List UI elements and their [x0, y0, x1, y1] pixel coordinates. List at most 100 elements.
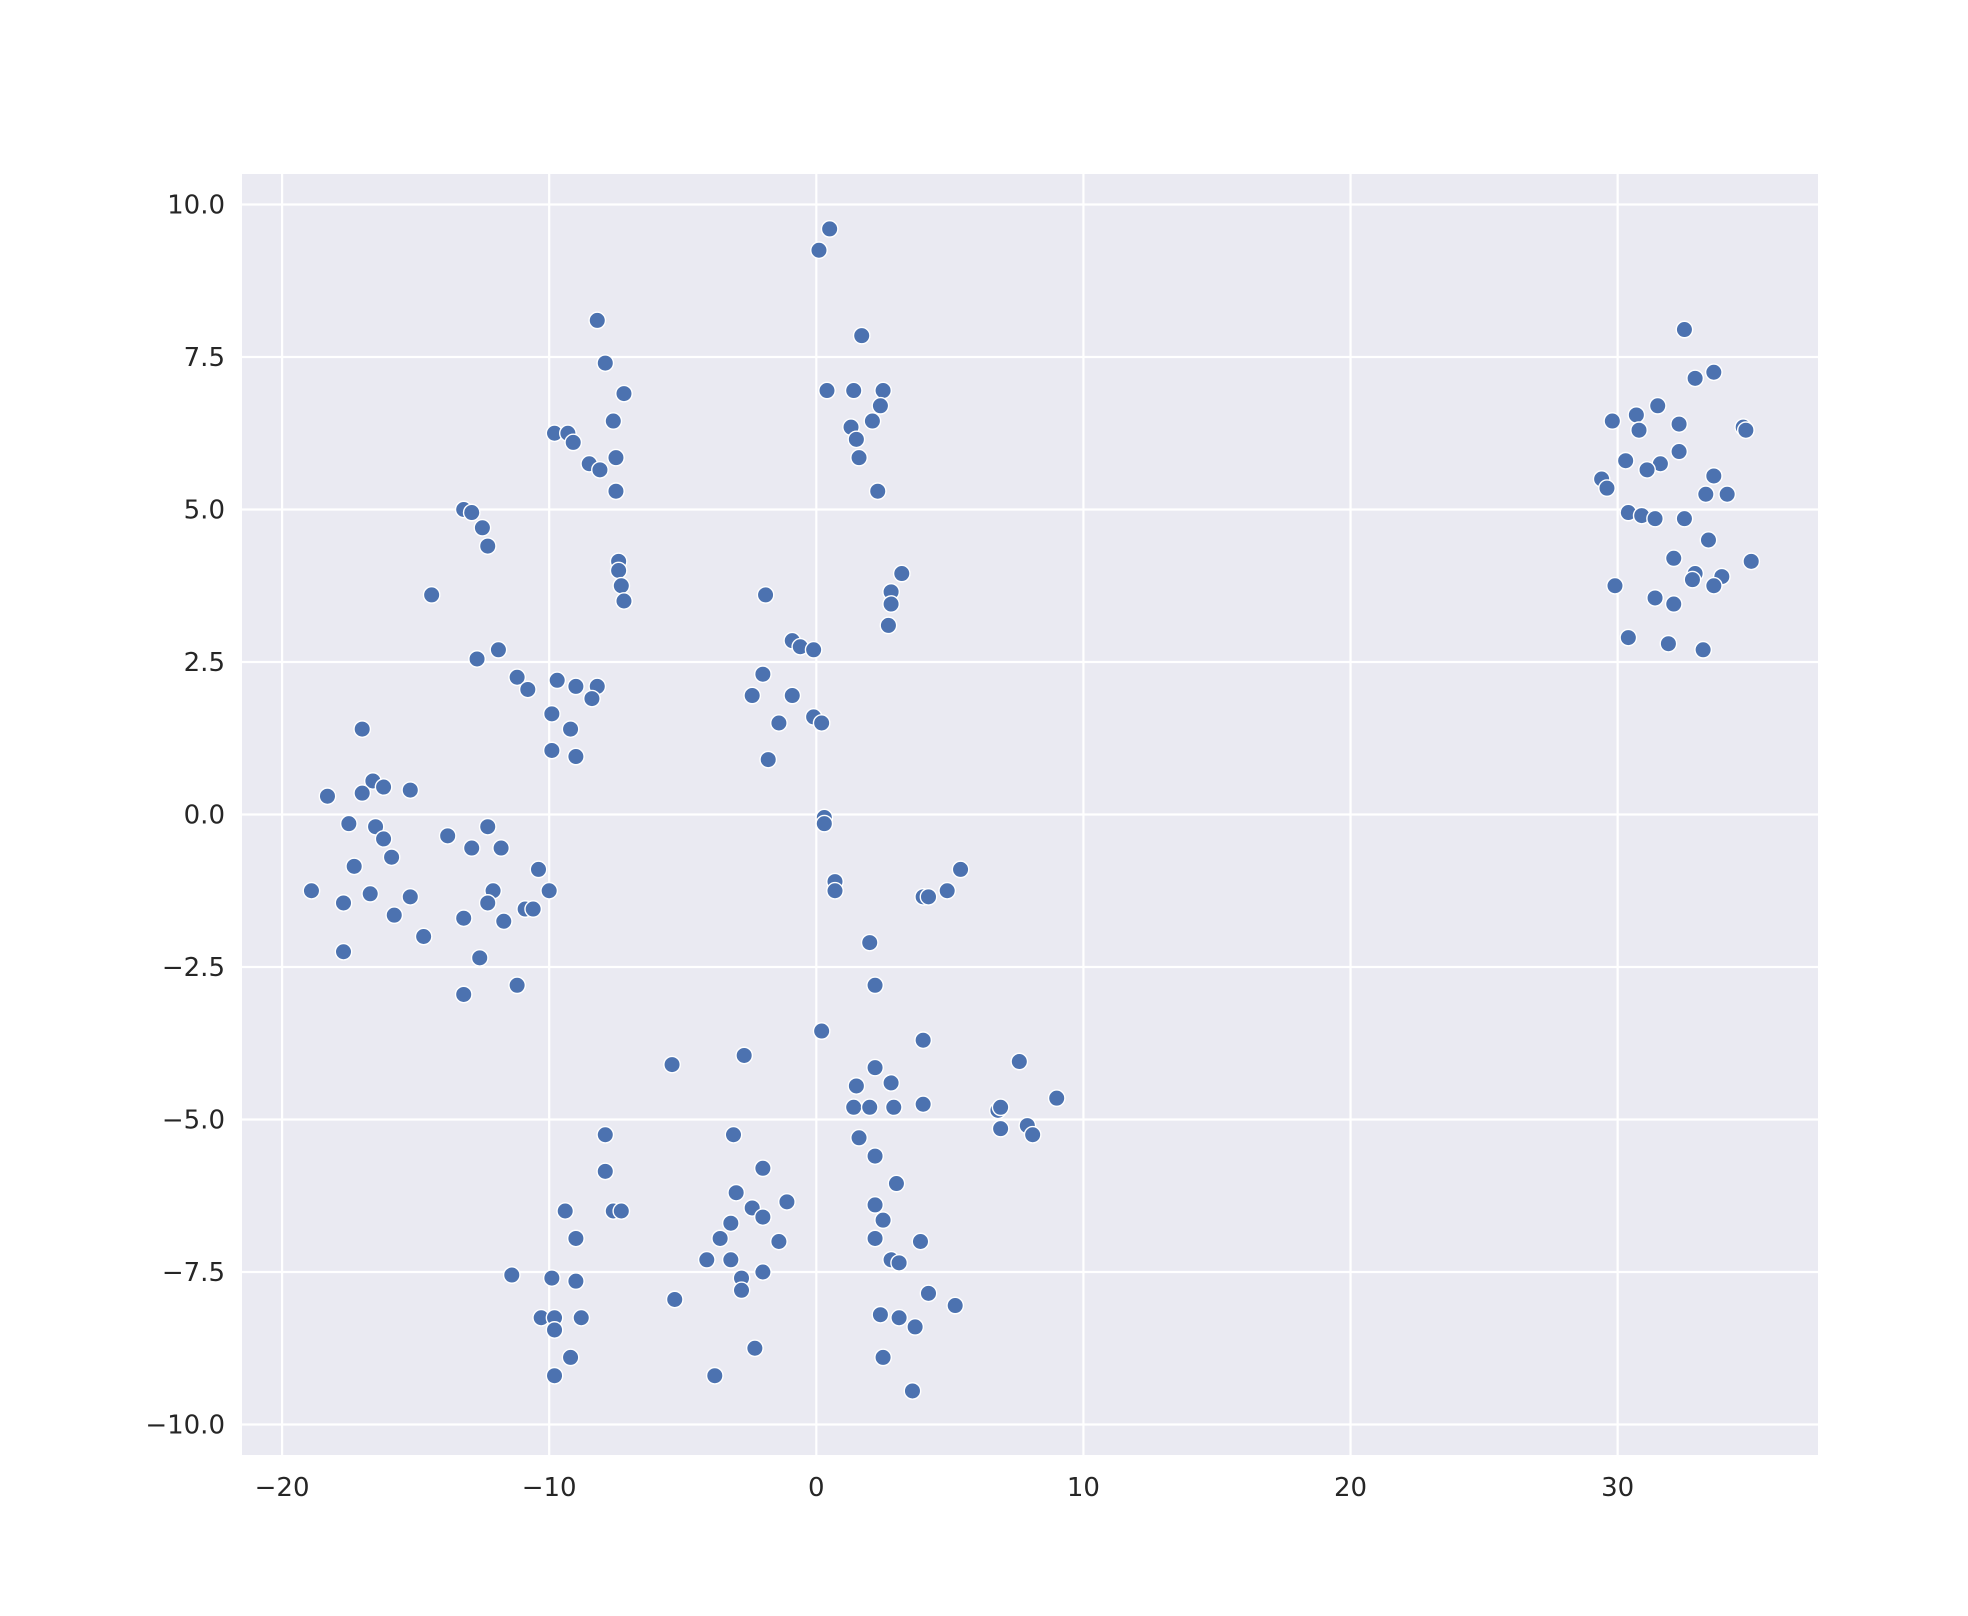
data-point [1664, 549, 1683, 568]
data-point [874, 381, 892, 400]
data-point [847, 1077, 866, 1095]
data-point [874, 1211, 892, 1230]
data-point [812, 714, 831, 732]
data-point [542, 741, 561, 760]
data-point [588, 311, 607, 330]
data-point [1648, 396, 1667, 415]
data-point [1023, 1125, 1042, 1144]
data-point [871, 1305, 890, 1324]
data-point [844, 381, 863, 400]
data-point [753, 1263, 772, 1281]
data-point [596, 1162, 615, 1181]
data-point [596, 1125, 615, 1144]
data-point [866, 1147, 884, 1166]
y-tick-label: −2.5 [162, 953, 225, 983]
data-point [745, 1339, 764, 1358]
data-point [1694, 640, 1713, 659]
data-point [438, 826, 457, 845]
data-point [874, 1348, 892, 1367]
data-point [508, 976, 527, 995]
y-tick-label: 7.5 [184, 343, 225, 373]
data-point [366, 817, 385, 836]
data-point [561, 720, 580, 738]
data-point [770, 1232, 788, 1251]
data-point [892, 564, 911, 583]
data-point [615, 592, 633, 610]
data-point [353, 720, 372, 738]
data-point [866, 1058, 884, 1077]
data-point [478, 537, 497, 555]
data-point [866, 1229, 884, 1248]
data-point [566, 1272, 585, 1291]
data-point [663, 1055, 681, 1074]
data-point [561, 1348, 580, 1367]
y-tick-label: 5.0 [184, 496, 225, 526]
data-point [1646, 589, 1664, 607]
x-tick-label: −20 [255, 1473, 310, 1503]
data-point [1696, 485, 1715, 504]
data-point [1646, 509, 1664, 528]
data-point [334, 894, 353, 912]
data-point [385, 906, 404, 925]
data-point [882, 595, 900, 613]
data-point [607, 448, 625, 467]
data-point [951, 860, 970, 879]
data-point [1627, 406, 1646, 424]
data-point [612, 576, 631, 595]
data-point [473, 518, 492, 537]
data-point [991, 1119, 1010, 1138]
data-point [1736, 421, 1755, 440]
data-point [334, 942, 353, 961]
data-point [454, 909, 473, 928]
data-point [919, 1284, 938, 1303]
data-point [711, 1229, 730, 1248]
data-point [540, 881, 559, 900]
data-point [890, 1308, 909, 1327]
data-point [1047, 1089, 1066, 1108]
data-point [556, 1202, 575, 1220]
data-point [866, 1196, 884, 1214]
data-point [866, 976, 884, 995]
data-point [753, 1159, 772, 1178]
data-point [1670, 442, 1688, 461]
data-point [353, 784, 372, 803]
data-point [566, 1229, 585, 1248]
data-point [1704, 467, 1723, 485]
data-point [1699, 531, 1718, 549]
data-point [1659, 634, 1678, 653]
data-point [1638, 460, 1656, 479]
data-point [508, 668, 527, 687]
x-tick-label: −10 [522, 1473, 577, 1503]
data-point [697, 1250, 716, 1269]
data-point [721, 1250, 740, 1269]
data-point [591, 460, 609, 479]
data-point [705, 1366, 724, 1385]
data-point [724, 1125, 743, 1144]
data-point [529, 860, 548, 879]
data-point [759, 750, 778, 769]
data-point [564, 433, 583, 452]
data-point [374, 830, 393, 848]
data-point [753, 1208, 772, 1227]
data-point [1742, 552, 1761, 571]
data-point [826, 881, 844, 900]
data-point [815, 814, 834, 833]
data-point [596, 354, 615, 372]
data-point [884, 1098, 903, 1117]
data-point [938, 881, 957, 900]
data-point [911, 1232, 930, 1251]
data-point [753, 665, 772, 684]
data-point [914, 1031, 933, 1050]
data-point [609, 561, 628, 580]
data-point [871, 396, 890, 415]
data-point [468, 650, 486, 668]
data-point [524, 900, 543, 918]
data-point [1675, 320, 1694, 339]
data-point [783, 686, 802, 705]
data-point [612, 1202, 631, 1220]
y-tick-label: −7.5 [162, 1258, 225, 1288]
data-point [542, 1269, 561, 1288]
data-point [756, 586, 775, 604]
data-point [890, 1253, 909, 1272]
x-tick-label: 10 [1067, 1473, 1100, 1503]
